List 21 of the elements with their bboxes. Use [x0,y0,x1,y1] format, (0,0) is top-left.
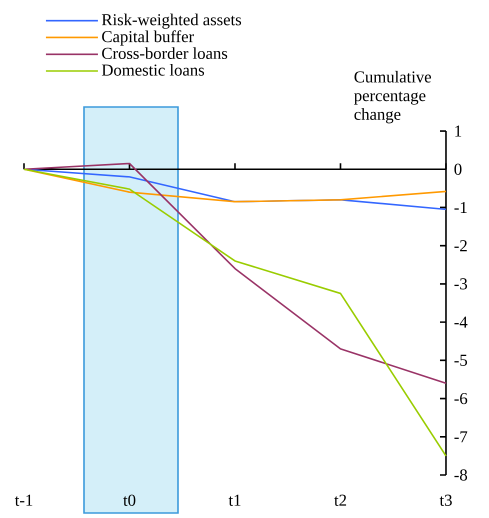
y-tick-label: -2 [454,240,467,252]
line-series [23,162,447,384]
y-tick-label: -3 [454,278,468,290]
y-axis-title: Cumulative percentage change [354,70,432,124]
x-tick-label: t-1 [14,494,32,506]
y-tick-label: 1 [455,126,462,137]
y-tick-label: -4 [454,316,468,328]
y-tick-label: -6 [454,392,468,404]
y-tick-label: -7 [454,431,468,442]
legend-label: Capital buffer [102,30,194,46]
y-tick-label: 0 [454,164,462,175]
y-tick-label: -5 [454,354,468,366]
legend-label: Risk-weighted assets [102,14,242,29]
y-tick-label: -1 [454,202,467,213]
x-tick-label: t0 [123,494,136,506]
legend-label: Domestic loans [102,64,204,76]
x-tick-label: t2 [334,494,346,506]
x-tick-label: t1 [228,494,240,506]
x-tick-label: t3 [440,494,452,506]
legend-label: Cross-border loans [102,47,228,59]
y-tick-label: -8 [454,469,468,481]
